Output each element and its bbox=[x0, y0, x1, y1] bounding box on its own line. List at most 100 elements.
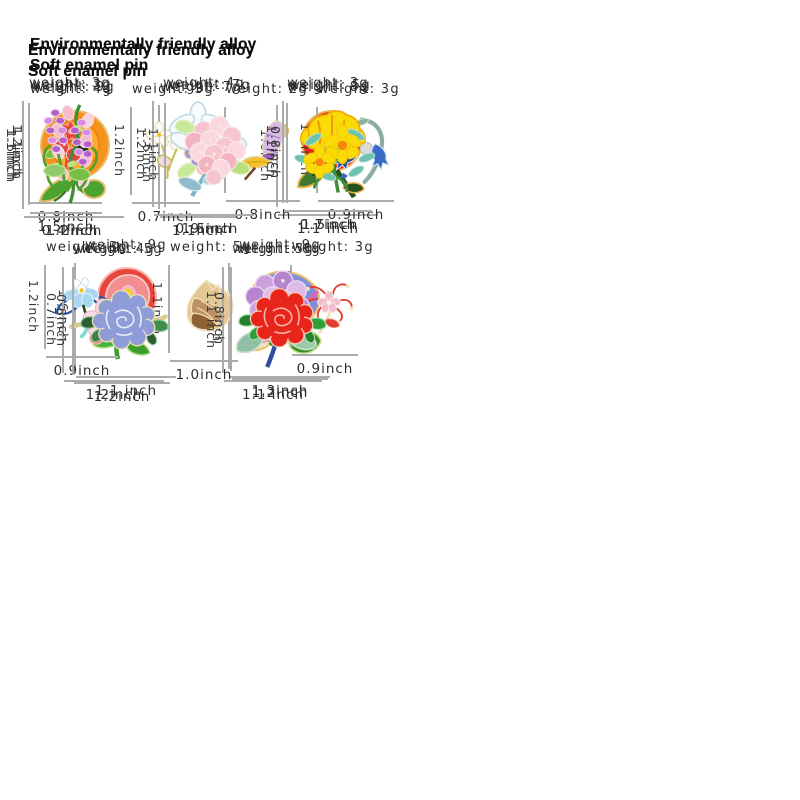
pin-width-label: 1.5inch bbox=[181, 221, 239, 237]
lavender-sprigs-pin-art bbox=[42, 108, 99, 192]
pin-width-label: 0.4inch bbox=[41, 223, 99, 239]
quadrant-header: Environmentally friendly alloy Soft ename… bbox=[28, 40, 255, 83]
header-line2: Soft enamel pin bbox=[30, 57, 149, 75]
vertical-dimension-line bbox=[230, 267, 232, 371]
pin-width-label: 0.7inch bbox=[137, 209, 195, 225]
yellow-daffodil-pin-art bbox=[294, 124, 376, 182]
pin-height-label: 0.8inch bbox=[54, 294, 69, 348]
pin-weight-label: weight: 4g bbox=[163, 76, 245, 91]
pin-width-label: 0.8inch bbox=[234, 207, 292, 223]
pin-height-label: 1.6inch bbox=[4, 130, 19, 184]
pin-height-label: 0.8inch bbox=[212, 292, 227, 346]
horizontal-dimension-line bbox=[230, 376, 330, 378]
vertical-dimension-line bbox=[222, 267, 224, 373]
pin-weight-label: weight: 3g bbox=[292, 240, 374, 255]
horizontal-dimension-line bbox=[226, 200, 300, 202]
header-line2: Soft enamel pin bbox=[30, 57, 149, 75]
pin-height-label: 1.1inch bbox=[146, 128, 161, 182]
vertical-dimension-line bbox=[62, 267, 64, 373]
pin-pink-hydrangea: weight: 7g 1.1inch bbox=[146, 78, 258, 237]
header-line1: Environmentally friendly alloy bbox=[30, 36, 257, 53]
pin-weight-label: weight: 5g bbox=[289, 78, 371, 93]
pin-weight-label: weight: 3g bbox=[29, 76, 111, 91]
pin-weight-label: weight: 3g bbox=[30, 78, 112, 93]
blue-rose-pin-art bbox=[80, 289, 169, 350]
quadrant-header: Environmentally friendly alloy Soft ename… bbox=[28, 40, 255, 83]
vertical-dimension-line bbox=[44, 265, 46, 349]
pin-weight-label: weight: 3g bbox=[46, 240, 128, 255]
header-line2: Soft enamel pin bbox=[28, 63, 147, 81]
header-line1: Environmentally friendly alloy bbox=[30, 36, 257, 53]
pin-weight-label: weight: 5g bbox=[81, 242, 163, 257]
pin-height-label: 1.2inch bbox=[134, 127, 149, 181]
quadrant-header: Environmentally friendly alloy Soft ename… bbox=[30, 34, 257, 77]
pin-width-label: 1.1 inch bbox=[241, 387, 305, 403]
horizontal-dimension-line bbox=[224, 380, 322, 382]
pin-width-label: 0.7inch bbox=[299, 217, 357, 233]
pin-width-label: 1.2inch bbox=[251, 385, 309, 401]
pin-bamboo-shoot: weight: 5g 1.1inch 1.0inch bbox=[150, 240, 252, 383]
pin-red-rose: weight: 6g 0.8inch bbox=[212, 242, 332, 401]
pin-blue-rose: weight: 5g 0.8inch bbox=[54, 242, 174, 405]
bamboo-shoot-pin-art bbox=[186, 279, 234, 332]
pin-weight-label: weight: 6g bbox=[239, 242, 321, 257]
horizontal-dimension-line bbox=[166, 214, 254, 216]
horizontal-dimension-line bbox=[288, 210, 372, 212]
horizontal-dimension-line bbox=[46, 356, 118, 358]
header-line1: Environmentally friendly alloy bbox=[28, 42, 255, 59]
pin-height-label: 1.2inch bbox=[112, 124, 127, 178]
vertical-dimension-line bbox=[72, 267, 74, 375]
pin-width-label: 1.2inch bbox=[93, 389, 151, 405]
horizontal-dimension-line bbox=[64, 380, 164, 382]
pin-weight-label: weight: 5g bbox=[170, 240, 252, 255]
horizontal-dimension-line bbox=[232, 378, 328, 380]
pin-height-label: 1.2inch bbox=[10, 124, 25, 178]
pin-height-label: 0.8inch bbox=[268, 126, 283, 180]
horizontal-dimension-line bbox=[132, 202, 200, 204]
lavender-plume-pin-art bbox=[239, 120, 290, 181]
pin-width-label: 0.9inch bbox=[53, 363, 111, 379]
pin-width-label: 1.1 inch bbox=[94, 383, 158, 399]
vertical-dimension-line bbox=[152, 101, 154, 207]
pin-width-label: 1.1 inch bbox=[296, 221, 360, 237]
pink-hydrangea-pin-art bbox=[174, 115, 251, 186]
horizontal-dimension-line bbox=[292, 354, 358, 356]
pin-height-label: 1.1 inch bbox=[204, 290, 219, 350]
pin-height-label: 1.1inch bbox=[264, 125, 279, 179]
pin-weight-label: weight: 4g bbox=[30, 82, 112, 97]
vertical-dimension-line bbox=[22, 101, 24, 209]
vertical-dimension-line bbox=[282, 101, 284, 203]
horizontal-dimension-line bbox=[76, 376, 176, 378]
pin-weight-label: weight: 5g bbox=[232, 242, 314, 257]
pin-width-label: 1.2inch bbox=[85, 387, 143, 403]
horizontal-dimension-line bbox=[278, 214, 378, 216]
vertical-dimension-line bbox=[286, 103, 288, 203]
pin-weight-label: weight: 2g bbox=[226, 82, 308, 97]
pin-width-label: 1.2inch bbox=[45, 223, 103, 239]
header-line1: Environmentally friendly alloy bbox=[28, 42, 255, 59]
spider-lily-pin-art bbox=[304, 283, 354, 334]
pin-width-label: 1.5inch bbox=[37, 219, 95, 235]
vertical-dimension-line bbox=[276, 105, 278, 207]
pin-height-label: 1.1inch bbox=[10, 127, 25, 181]
pin-weight-label: weight: 9g bbox=[239, 238, 321, 253]
pin-weight-label: weight: 4g bbox=[73, 242, 155, 257]
pin-weight-label: weight: 3g bbox=[287, 76, 369, 91]
horizontal-dimension-line bbox=[24, 216, 116, 218]
horizontal-dimension-line bbox=[30, 212, 102, 214]
quadrant-header: Environmentally friendly alloy Soft ename… bbox=[30, 34, 257, 77]
pin-width-label: 1.0inch bbox=[175, 367, 233, 383]
vertical-dimension-line bbox=[164, 103, 166, 207]
header-line2: Soft enamel pin bbox=[28, 63, 147, 81]
red-rose-pin-art bbox=[238, 287, 327, 348]
pin-weight-label: weight: 9g bbox=[85, 238, 167, 253]
pin-height-label: 1.1inch bbox=[4, 128, 19, 182]
vertical-dimension-line bbox=[130, 107, 132, 195]
pin-lavender-sprigs: weight: 3g 1.1inch bbox=[10, 78, 112, 235]
pin-height-label: 1.2inch bbox=[26, 280, 41, 334]
horizontal-dimension-line bbox=[160, 216, 236, 218]
vertical-dimension-line bbox=[168, 265, 170, 353]
vertical-dimension-line bbox=[28, 103, 30, 205]
horizontal-dimension-line bbox=[170, 360, 238, 362]
